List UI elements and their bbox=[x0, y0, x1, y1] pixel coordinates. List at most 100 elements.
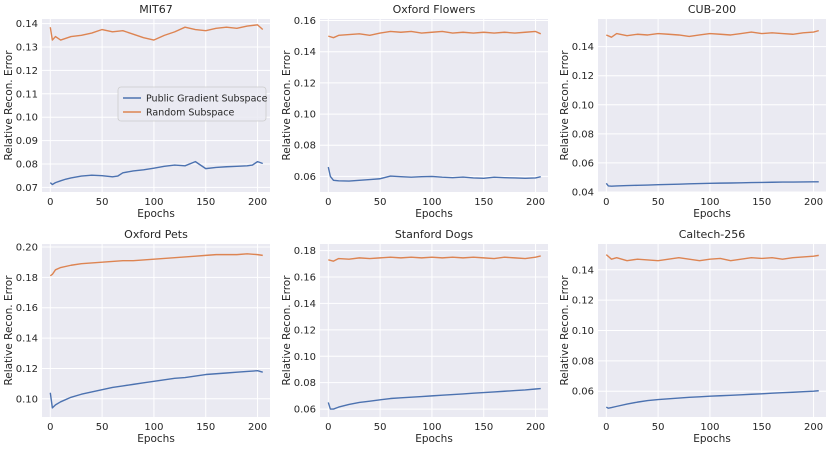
x-tick-label: 200 bbox=[248, 422, 267, 433]
chart-title: CUB-200 bbox=[688, 3, 736, 16]
y-tick-label: 0.06 bbox=[294, 172, 316, 183]
y-tick-label: 0.10 bbox=[16, 113, 38, 124]
y-axis-label: Relative Recon. Error bbox=[281, 50, 293, 161]
y-tick-label: 0.08 bbox=[572, 356, 594, 367]
chart-title: MIT67 bbox=[139, 3, 172, 16]
series-line-random bbox=[49, 253, 263, 277]
y-tick-label: 0.14 bbox=[294, 47, 316, 58]
y-tick-label: 0.14 bbox=[294, 299, 316, 310]
series-line-public-gradient bbox=[327, 387, 541, 410]
plot-area bbox=[42, 244, 270, 417]
y-tick-label: 0.12 bbox=[294, 78, 316, 89]
x-tick-label: 200 bbox=[804, 197, 823, 208]
series-line-public-gradient bbox=[605, 181, 819, 187]
x-tick-label: 100 bbox=[144, 422, 163, 433]
series-line-public-gradient bbox=[49, 160, 263, 186]
series-line-random bbox=[49, 24, 264, 41]
chart-title: Oxford Flowers bbox=[393, 3, 476, 16]
x-tick-label: 150 bbox=[196, 422, 215, 433]
y-tick-label: 0.16 bbox=[294, 273, 316, 284]
x-tick-label: 150 bbox=[752, 422, 771, 433]
legend-box bbox=[117, 86, 267, 122]
y-axis-label: Relative Recon. Error bbox=[559, 275, 571, 386]
x-tick-label: 200 bbox=[526, 422, 545, 433]
x-axis-label: Epochs bbox=[137, 433, 175, 445]
y-axis-label: Relative Recon. Error bbox=[3, 275, 15, 386]
y-tick-label: 0.07 bbox=[16, 183, 38, 194]
y-tick-label: 0.12 bbox=[572, 296, 594, 307]
series-line-random bbox=[328, 30, 542, 39]
x-tick-label: 50 bbox=[652, 197, 665, 208]
x-tick-label: 100 bbox=[700, 422, 719, 433]
y-tick-label: 0.10 bbox=[572, 326, 594, 337]
series-line-public-gradient bbox=[605, 390, 819, 409]
y-tick-label: 0.10 bbox=[294, 352, 316, 363]
y-tick-label: 0.08 bbox=[572, 129, 594, 140]
x-tick-label: 200 bbox=[804, 422, 823, 433]
y-axis-label: Relative Recon. Error bbox=[3, 50, 15, 161]
plot-area bbox=[320, 19, 548, 192]
x-tick-label: 0 bbox=[603, 197, 609, 208]
x-tick-label: 50 bbox=[374, 197, 387, 208]
y-tick-label: 0.10 bbox=[572, 100, 594, 111]
x-tick-label: 150 bbox=[474, 422, 493, 433]
series-line-random bbox=[605, 254, 819, 262]
x-axis-label: Epochs bbox=[693, 208, 731, 220]
chart-title: Stanford Dogs bbox=[395, 228, 474, 241]
series-line-public-gradient bbox=[49, 370, 263, 409]
y-tick-label: 0.14 bbox=[16, 19, 38, 30]
y-tick-label: 0.16 bbox=[16, 303, 38, 314]
y-tick-label: 0.08 bbox=[294, 378, 316, 389]
chart-panel-4: 0.10 0.12 0.14 0.16 0.18 0.20 0 50 100 150 200 Oxfo… bbox=[3, 228, 270, 445]
chart-title: Oxford Pets bbox=[124, 228, 188, 241]
x-tick-label: 0 bbox=[325, 422, 331, 433]
y-tick-label: 0.06 bbox=[294, 405, 316, 416]
y-tick-label: 0.10 bbox=[294, 110, 316, 121]
y-tick-label: 0.13 bbox=[16, 43, 38, 54]
x-tick-label: 50 bbox=[96, 422, 109, 433]
y-tick-label: 0.10 bbox=[16, 394, 38, 405]
series-line-public-gradient bbox=[327, 166, 541, 182]
x-tick-label: 50 bbox=[652, 422, 665, 433]
x-tick-label: 200 bbox=[248, 197, 267, 208]
y-axis-label: Relative Recon. Error bbox=[281, 275, 293, 386]
x-tick-label: 100 bbox=[422, 197, 441, 208]
series-line-random bbox=[606, 29, 819, 38]
x-axis-label: Epochs bbox=[693, 433, 731, 445]
x-axis-label: Epochs bbox=[415, 208, 453, 220]
x-tick-label: 50 bbox=[374, 422, 387, 433]
x-axis-label: Epochs bbox=[137, 208, 175, 220]
y-tick-label: 0.06 bbox=[572, 387, 594, 398]
y-tick-label: 0.16 bbox=[294, 16, 316, 27]
x-tick-label: 0 bbox=[47, 422, 53, 433]
x-tick-label: 100 bbox=[144, 197, 163, 208]
y-tick-label: 0.08 bbox=[16, 159, 38, 170]
y-tick-label: 0.20 bbox=[16, 243, 38, 254]
y-tick-label: 0.12 bbox=[16, 364, 38, 375]
legend-label-random: Random Subspace bbox=[146, 108, 234, 119]
x-tick-label: 0 bbox=[325, 197, 331, 208]
y-tick-label: 0.14 bbox=[572, 42, 594, 53]
y-tick-label: 0.06 bbox=[572, 158, 594, 169]
chart-panel-6: 0.06 0.08 0.10 0.12 0.14 0 50 100 150 200 Caltech-… bbox=[559, 228, 826, 445]
x-axis-label: Epochs bbox=[415, 433, 453, 445]
x-tick-label: 0 bbox=[47, 197, 53, 208]
y-axis-label: Relative Recon. Error bbox=[559, 50, 571, 161]
legend: Public Gradient Subspace Random Subspace bbox=[117, 86, 268, 122]
y-tick-label: 0.12 bbox=[572, 71, 594, 82]
chart-panel-2: 0.06 0.08 0.10 0.12 0.14 0.16 0 50 100 150 200 Oxfo… bbox=[281, 3, 548, 220]
x-tick-label: 150 bbox=[196, 197, 215, 208]
y-tick-label: 0.18 bbox=[16, 273, 38, 284]
y-tick-label: 0.12 bbox=[16, 66, 38, 77]
y-tick-label: 0.04 bbox=[572, 188, 594, 199]
y-tick-label: 0.09 bbox=[16, 136, 38, 147]
y-tick-label: 0.18 bbox=[294, 246, 316, 257]
x-tick-label: 100 bbox=[422, 422, 441, 433]
x-tick-label: 150 bbox=[474, 197, 493, 208]
y-tick-label: 0.11 bbox=[16, 89, 38, 100]
y-tick-label: 0.08 bbox=[294, 141, 316, 152]
x-tick-label: 150 bbox=[752, 197, 771, 208]
y-tick-label: 0.14 bbox=[572, 265, 594, 276]
